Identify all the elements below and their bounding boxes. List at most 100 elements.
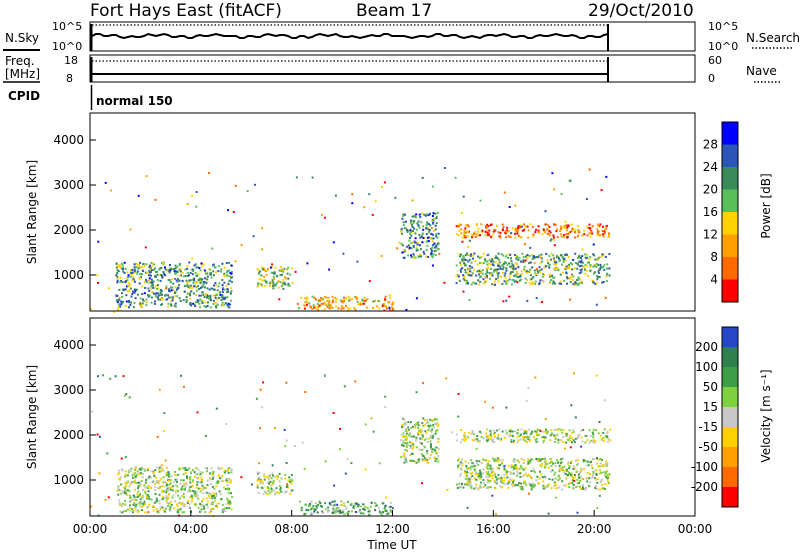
range-cell [135, 499, 138, 501]
range-cell [476, 263, 479, 266]
range-cell [271, 280, 274, 283]
range-cell [467, 230, 469, 233]
range-cell [401, 424, 404, 426]
range-cell [159, 273, 162, 276]
range-cell [164, 510, 166, 513]
range-cell [348, 295, 351, 298]
range-cell [413, 227, 416, 230]
range-cell [597, 264, 600, 266]
range-cell [580, 445, 583, 448]
range-cell [220, 467, 223, 470]
range-cell [517, 276, 519, 279]
range-cell [162, 490, 165, 493]
range-cell [168, 507, 171, 510]
range-cell [599, 471, 602, 474]
range-cell [517, 432, 520, 435]
range-cell [136, 511, 139, 513]
range-cell [190, 495, 193, 498]
range-cell [427, 228, 430, 230]
range-cell [525, 432, 528, 435]
range-cell [546, 224, 549, 227]
range-cell [494, 481, 497, 484]
range-cell [540, 476, 543, 479]
range-cell [567, 439, 570, 442]
range-cell [455, 439, 458, 442]
range-cell [168, 492, 171, 495]
range-cell [528, 262, 531, 265]
range-cell [554, 441, 557, 443]
range-cell [174, 264, 177, 267]
range-cell [426, 452, 429, 455]
range-cell [578, 282, 581, 285]
range-cell [456, 274, 459, 276]
range-cell [566, 277, 569, 280]
range-cell [494, 256, 497, 259]
range-cell [466, 254, 469, 256]
range-cell [213, 284, 215, 287]
range-cell [211, 501, 214, 504]
range-cell [119, 476, 122, 479]
range-cell [433, 456, 436, 459]
range-cell [573, 231, 576, 233]
freq-label-line1: Freq. [5, 54, 35, 68]
range-cell [122, 268, 125, 271]
range-cell [585, 269, 588, 272]
range-cell [389, 308, 392, 311]
range-cell [497, 268, 500, 271]
range-cell [340, 305, 343, 308]
colorbar-tick-label: -100 [691, 460, 718, 474]
range-cell [163, 412, 166, 415]
range-cell [570, 460, 573, 463]
range-cell [141, 476, 144, 479]
range-cell [529, 261, 532, 264]
range-cell [214, 499, 216, 502]
range-cell [199, 473, 202, 476]
range-cell [475, 471, 477, 474]
range-cell [121, 301, 124, 304]
range-cell [523, 482, 526, 485]
range-cell [336, 506, 339, 509]
range-cell [182, 299, 185, 302]
range-cell [601, 266, 604, 269]
range-cell [140, 480, 143, 483]
range-cell [586, 434, 589, 437]
range-cell [197, 468, 200, 471]
range-cell [321, 505, 323, 508]
range-cell [234, 184, 237, 187]
range-cell [580, 259, 583, 262]
range-cell [371, 213, 374, 216]
range-cell [553, 429, 556, 432]
range-cell [171, 278, 173, 281]
range-cell [173, 268, 175, 271]
range-cell [168, 472, 171, 475]
range-cell [226, 497, 229, 500]
range-cell [572, 484, 575, 487]
range-cell [217, 285, 220, 288]
range-cell [402, 213, 405, 216]
range-cell [465, 464, 468, 467]
range-cell [200, 286, 202, 289]
range-cell [519, 438, 522, 441]
range-cell [383, 309, 386, 312]
range-cell [316, 303, 319, 306]
range-cell [510, 441, 513, 443]
range-cell [182, 473, 185, 476]
range-cell [156, 466, 159, 469]
range-cell [568, 486, 571, 488]
freq-tick-low: 8 [66, 72, 73, 85]
range-cell [568, 277, 571, 280]
range-cell [471, 474, 474, 477]
range-cell [405, 446, 408, 448]
range-cell [488, 262, 490, 265]
range-cell [494, 487, 497, 490]
range-cell [315, 506, 318, 509]
range-cell [207, 295, 210, 298]
range-cell [415, 228, 418, 231]
range-cell [391, 301, 394, 304]
range-cell [211, 497, 214, 500]
nsky-tick-low: 10^0 [52, 40, 82, 53]
range-cell [583, 233, 586, 236]
colorbar-tick-label: 12 [703, 228, 718, 242]
range-cell [522, 485, 525, 488]
range-cell [170, 503, 173, 506]
